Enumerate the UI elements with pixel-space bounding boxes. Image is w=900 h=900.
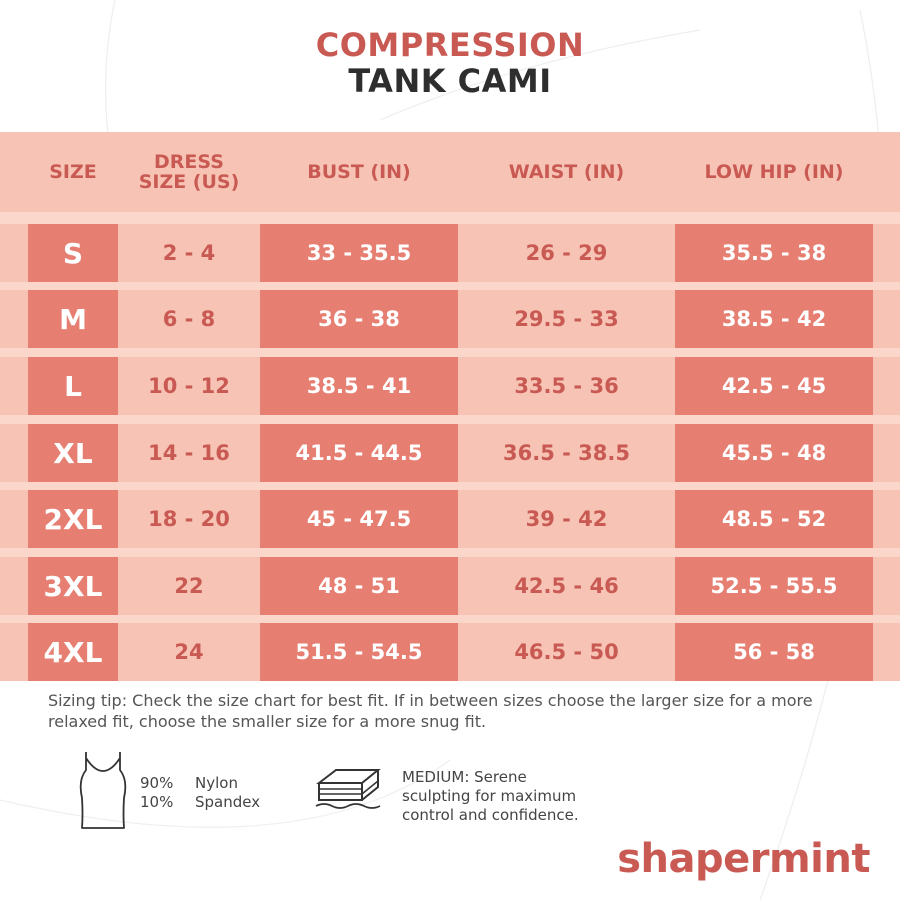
compression-line-2: sculpting for maximum	[402, 787, 577, 805]
brand-logo: shapermint	[617, 836, 870, 882]
header-waist: WAIST (IN)	[508, 161, 625, 183]
waist-cell: 42.5 - 46	[514, 574, 619, 598]
bust-cell: 38.5 - 41	[260, 357, 458, 415]
title-line-2: TANK CAMI	[348, 62, 552, 100]
fabric-mat-1: Nylon	[195, 774, 238, 792]
dress-size-cell: 6 - 8	[162, 307, 216, 331]
bust-cell: 41.5 - 44.5	[260, 424, 458, 482]
tank-top-icon	[79, 752, 127, 829]
size-cell: 3XL	[28, 557, 118, 615]
header-dress-size: DRESS SIZE (US)	[138, 151, 240, 193]
table-header: SIZE DRESS SIZE (US) BUST (IN) WAIST (IN…	[0, 132, 900, 212]
size-cell: XL	[28, 424, 118, 482]
bust-cell: 36 - 38	[260, 290, 458, 348]
table-row: L 10 - 12 38.5 - 41 33.5 - 36 42.5 - 45	[0, 357, 900, 415]
low-hip-cell: 48.5 - 52	[675, 490, 873, 548]
size-cell: S	[28, 224, 118, 282]
low-hip-cell: 35.5 - 38	[675, 224, 873, 282]
table-row: S 2 - 4 33 - 35.5 26 - 29 35.5 - 38	[0, 224, 900, 282]
dress-size-cell: 10 - 12	[148, 374, 230, 398]
waist-cell: 46.5 - 50	[514, 640, 619, 664]
waist-cell: 36.5 - 38.5	[503, 441, 630, 465]
header-size: SIZE	[49, 161, 97, 183]
waist-cell: 26 - 29	[525, 241, 608, 265]
header-low-hip: LOW HIP (IN)	[704, 161, 844, 183]
low-hip-cell: 45.5 - 48	[675, 424, 873, 482]
table-row: 3XL 22 48 - 51 42.5 - 46 52.5 - 55.5	[0, 557, 900, 615]
table-row: XL 14 - 16 41.5 - 44.5 36.5 - 38.5 45.5 …	[0, 424, 900, 482]
waist-cell: 33.5 - 36	[514, 374, 619, 398]
layers-icon	[315, 769, 381, 809]
fabric-pct-2: 10%	[140, 793, 174, 811]
fabric-pct-1: 90%	[140, 774, 174, 792]
size-cell: M	[28, 290, 118, 348]
size-chart-table: SIZE DRESS SIZE (US) BUST (IN) WAIST (IN…	[0, 132, 900, 681]
dress-size-cell: 14 - 16	[148, 441, 230, 465]
low-hip-cell: 42.5 - 45	[675, 357, 873, 415]
size-cell: 2XL	[28, 490, 118, 548]
size-cell: L	[28, 357, 118, 415]
dress-size-cell: 22	[174, 574, 204, 598]
sizing-tip: Sizing tip: Check the size chart for bes…	[48, 691, 813, 731]
low-hip-cell: 56 - 58	[675, 623, 873, 681]
bust-cell: 33 - 35.5	[260, 224, 458, 282]
title-line-1: COMPRESSION	[315, 26, 585, 64]
fabric-mat-2: Spandex	[195, 793, 261, 811]
waist-cell: 29.5 - 33	[514, 307, 619, 331]
dress-size-cell: 18 - 20	[148, 507, 230, 531]
size-cell: 4XL	[28, 623, 118, 681]
bust-cell: 45 - 47.5	[260, 490, 458, 548]
bust-cell: 51.5 - 54.5	[260, 623, 458, 681]
waist-cell: 39 - 42	[525, 507, 608, 531]
table-row: M 6 - 8 36 - 38 29.5 - 33 38.5 - 42	[0, 290, 900, 348]
dress-size-cell: 2 - 4	[162, 241, 216, 265]
compression-line-1: MEDIUM: Serene	[402, 768, 527, 786]
bust-cell: 48 - 51	[260, 557, 458, 615]
table-row: 2XL 18 - 20 45 - 47.5 39 - 42 48.5 - 52	[0, 490, 900, 548]
low-hip-cell: 52.5 - 55.5	[675, 557, 873, 615]
dress-size-cell: 24	[174, 640, 204, 664]
table-row: 4XL 24 51.5 - 54.5 46.5 - 50 56 - 58	[0, 623, 900, 681]
header-bust: BUST (IN)	[307, 161, 411, 183]
compression-line-3: control and confidence.	[402, 806, 579, 824]
low-hip-cell: 38.5 - 42	[675, 290, 873, 348]
